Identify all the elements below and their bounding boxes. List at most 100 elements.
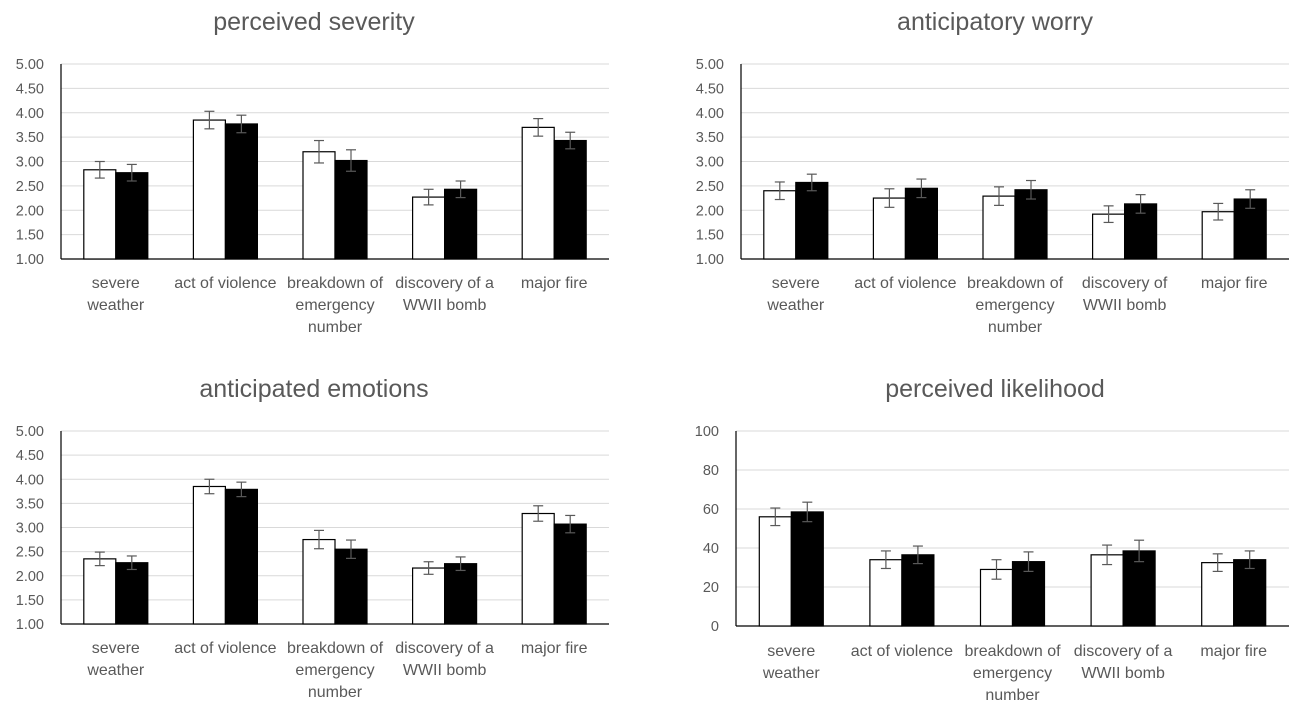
y-tick-label: 3.50 (16, 130, 44, 146)
bar-series-1 (1201, 562, 1235, 627)
x-category-label: severe (92, 275, 140, 292)
x-category-label: act of violence (174, 275, 276, 292)
bar-series-2 (334, 159, 368, 260)
y-tick-label: 2.50 (16, 179, 44, 195)
y-tick-label: 2.50 (696, 179, 724, 195)
y-tick-label: 1.00 (16, 252, 44, 268)
bar-series-1 (412, 196, 446, 260)
chart-panel-1: perceived severity 1.00 1.50 2.00 2.50 3.00 3.… (16, 8, 609, 336)
y-tick-label: 1.00 (16, 617, 44, 633)
bar-series-2 (1233, 559, 1267, 627)
bar-series-2 (1014, 189, 1048, 260)
chart-title: perceived likelihood (885, 375, 1105, 403)
bar-series-2 (1011, 561, 1046, 627)
y-tick-label: 2.00 (696, 203, 724, 219)
x-category-label: WWII bomb (1081, 665, 1165, 682)
y-tick-label: 4.00 (16, 106, 44, 122)
y-tick-label: 40 (703, 541, 719, 557)
bar-series-2 (1233, 198, 1267, 260)
x-category-label: breakdown of (287, 640, 384, 657)
x-category-label: emergency (295, 297, 374, 314)
y-tick-label: 5.00 (16, 424, 44, 440)
x-category-label: weather (762, 665, 821, 682)
x-category-label: discovery of a (395, 275, 494, 292)
x-category-label: discovery of (1082, 275, 1168, 292)
bar-series-2 (444, 188, 478, 260)
y-tick-label: 5.00 (16, 57, 44, 73)
chart-title: anticipatory worry (897, 8, 1093, 36)
x-category-label: weather (766, 297, 825, 314)
y-tick-label: 3.50 (16, 496, 44, 512)
x-category-label: number (308, 684, 363, 701)
bar-series-1 (412, 567, 446, 625)
bar-series-2 (553, 523, 587, 625)
bar-series-2 (115, 172, 149, 260)
bar-series-1 (192, 119, 226, 260)
x-category-label: severe (767, 643, 815, 660)
bar-series-1 (83, 169, 117, 260)
x-category-label: breakdown of (967, 275, 1064, 292)
y-tick-label: 2.00 (16, 203, 44, 219)
x-category-label: major fire (521, 640, 588, 657)
y-tick-label: 2.00 (16, 569, 44, 585)
chart-panel-2: anticipatory worry 1.00 1.50 2.00 2.50 3.00 3.… (696, 8, 1289, 336)
x-category-label: weather (86, 662, 145, 679)
chart-panel-4: perceived likelihood 0 20 40 60 80 100 severe we… (695, 375, 1289, 702)
x-category-label: breakdown of (964, 643, 1061, 660)
y-tick-label: 3.50 (696, 130, 724, 146)
x-category-label: number (988, 319, 1043, 336)
y-tick-label: 1.00 (696, 252, 724, 268)
y-tick-label: 80 (703, 463, 719, 479)
x-category-label: weather (86, 297, 145, 314)
bar-series-1 (763, 190, 797, 260)
bar-series-1 (758, 516, 792, 627)
x-category-label: act of violence (174, 640, 276, 657)
y-tick-label: 0 (711, 619, 719, 635)
x-category-label: emergency (975, 297, 1054, 314)
bar-series-2 (224, 488, 258, 625)
y-tick-label: 1.50 (16, 593, 44, 609)
bar-series-1 (302, 151, 336, 260)
x-category-label: WWII bomb (403, 297, 487, 314)
bar-series-1 (1090, 554, 1124, 627)
y-tick-label: 4.50 (696, 81, 724, 97)
bar-series-1 (872, 197, 907, 260)
bar-series-2 (444, 563, 478, 625)
y-tick-label: 60 (703, 502, 719, 518)
x-category-label: number (308, 319, 363, 336)
chart-panel-3: anticipated emotions 1.00 1.50 2.00 2.50 3.00… (16, 375, 609, 701)
y-tick-label: 4.50 (16, 81, 44, 97)
x-category-label: major fire (1200, 643, 1267, 660)
bar-series-1 (521, 126, 555, 260)
x-category-label: severe (92, 640, 140, 657)
x-category-label: breakdown of (287, 275, 384, 292)
chart-title: perceived severity (213, 8, 415, 36)
x-category-label: WWII bomb (403, 662, 487, 679)
x-category-label: act of violence (854, 275, 956, 292)
bar-series-2 (553, 139, 587, 260)
bar-series-2 (115, 562, 149, 625)
y-tick-label: 3.00 (16, 155, 44, 171)
x-category-label: act of violence (851, 643, 953, 660)
bar-series-2 (904, 187, 939, 260)
y-tick-label: 20 (703, 580, 719, 596)
y-tick-label: 1.50 (16, 228, 44, 244)
x-category-label: discovery of a (395, 640, 494, 657)
x-category-label: severe (772, 275, 820, 292)
bar-series-1 (521, 512, 555, 625)
x-category-label: discovery of a (1074, 643, 1173, 660)
y-tick-label: 4.50 (16, 448, 44, 464)
bar-series-1 (192, 485, 226, 625)
y-tick-label: 4.00 (696, 106, 724, 122)
x-category-label: emergency (973, 665, 1052, 682)
bar-series-1 (869, 559, 903, 627)
bar-series-1 (302, 538, 336, 625)
x-category-label: major fire (521, 275, 588, 292)
y-tick-label: 5.00 (696, 57, 724, 73)
y-tick-label: 1.50 (696, 228, 724, 244)
x-category-label: number (985, 687, 1040, 702)
chart-title: anticipated emotions (199, 375, 428, 403)
bar-series-1 (83, 558, 117, 625)
y-tick-label: 2.50 (16, 545, 44, 561)
